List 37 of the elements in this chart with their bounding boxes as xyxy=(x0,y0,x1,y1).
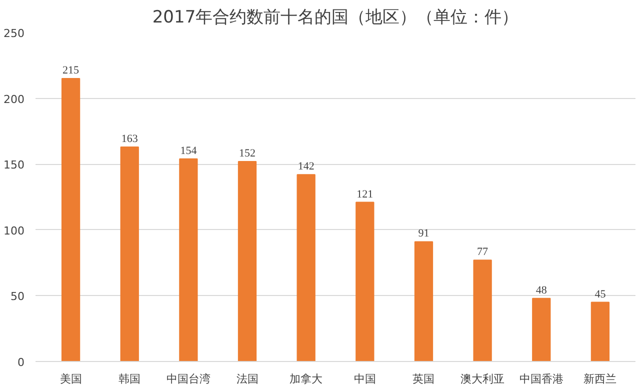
y-tick-label: 100 xyxy=(4,224,25,238)
x-tick-label: 法国 xyxy=(236,372,258,386)
data-label: 48 xyxy=(536,284,548,296)
data-label: 215 xyxy=(62,64,80,77)
y-tick-label: 200 xyxy=(4,92,25,106)
data-label: 77 xyxy=(477,246,489,258)
x-tick-label: 澳大利亚 xyxy=(460,372,505,386)
y-tick-label: 150 xyxy=(4,158,25,172)
bar xyxy=(356,202,374,362)
bar xyxy=(61,78,80,362)
x-tick-label: 中国 xyxy=(354,372,376,386)
x-tick-label: 新西兰 xyxy=(584,372,617,386)
bar xyxy=(532,298,551,362)
y-tick-label: 0 xyxy=(18,356,24,369)
bar xyxy=(238,160,257,362)
y-tick-label: 50 xyxy=(10,290,25,304)
x-tick-label: 英国 xyxy=(412,372,435,386)
bar xyxy=(473,260,492,362)
chart-title: 2017年合约数前十名的国（地区）（单位：件） xyxy=(152,8,519,28)
bar xyxy=(414,241,434,362)
data-label: 163 xyxy=(121,132,138,145)
bar xyxy=(120,146,139,362)
x-tick-label: 中国台湾 xyxy=(166,372,210,386)
x-tick-label: 中国香港 xyxy=(519,372,564,386)
data-label: 45 xyxy=(594,288,606,300)
data-label: 121 xyxy=(356,188,374,200)
bar xyxy=(296,174,316,362)
data-label: 91 xyxy=(418,228,430,240)
y-tick-label: 250 xyxy=(4,27,25,40)
data-label: 154 xyxy=(180,144,198,157)
bar xyxy=(590,302,610,362)
data-label: 152 xyxy=(239,147,256,160)
bar xyxy=(179,158,198,362)
x-tick-label: 韩国 xyxy=(118,372,141,386)
x-tick-label: 美国 xyxy=(60,372,82,386)
data-label: 142 xyxy=(298,160,314,173)
x-tick-label: 加拿大 xyxy=(290,372,323,386)
